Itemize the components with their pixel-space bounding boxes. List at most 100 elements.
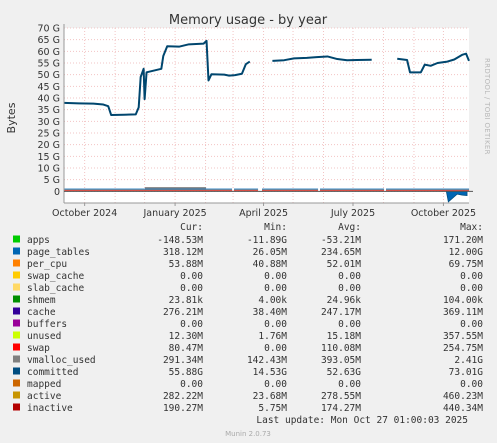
band-vmalloc_used bbox=[374, 189, 376, 191]
band-page_tables bbox=[399, 188, 401, 190]
band-swap bbox=[349, 190, 351, 191]
band-vmalloc_used bbox=[246, 189, 248, 191]
band-swap bbox=[356, 190, 358, 191]
band-swap bbox=[73, 190, 75, 191]
band-page_tables bbox=[225, 188, 227, 190]
band-page_tables bbox=[356, 188, 358, 190]
band-vmalloc_used bbox=[406, 189, 408, 191]
band-page_tables bbox=[193, 188, 195, 190]
band-vmalloc_used bbox=[414, 189, 416, 191]
band-swap bbox=[206, 190, 208, 191]
band-swap bbox=[87, 190, 89, 191]
band-swap bbox=[399, 190, 401, 191]
band-vmalloc_used bbox=[124, 189, 126, 191]
band-swap bbox=[360, 190, 362, 191]
band-page_tables bbox=[124, 188, 126, 190]
band-vmalloc_used bbox=[407, 189, 409, 191]
band-swap bbox=[368, 190, 370, 191]
y-axis-label: Bytes bbox=[5, 102, 18, 133]
legend-avg-slab_cache: 0.00 bbox=[338, 283, 361, 294]
band-swap bbox=[448, 190, 450, 191]
band-page_tables bbox=[155, 188, 157, 190]
band-swap bbox=[440, 190, 442, 191]
band-page_tables bbox=[382, 188, 384, 190]
band-swap bbox=[172, 190, 174, 191]
band-page_tables bbox=[207, 188, 209, 190]
band-swap bbox=[293, 190, 295, 191]
band-vmalloc_used bbox=[67, 189, 69, 191]
band-vmalloc_used bbox=[304, 189, 306, 191]
band-page_tables bbox=[431, 188, 433, 190]
band-swap bbox=[155, 190, 157, 191]
band-page_tables bbox=[130, 188, 132, 190]
band-vmalloc_used bbox=[354, 189, 356, 191]
band-swap bbox=[200, 190, 202, 191]
band-vmalloc_used bbox=[241, 189, 243, 191]
band-page_tables bbox=[88, 188, 90, 190]
band-swap bbox=[280, 190, 282, 191]
legend-cur-shmem: 23.81k bbox=[169, 295, 204, 306]
band-vmalloc_used bbox=[290, 189, 292, 191]
band-vmalloc_used bbox=[107, 189, 109, 191]
band-swap bbox=[240, 190, 242, 191]
band-page_tables bbox=[117, 188, 119, 190]
band-swap bbox=[153, 190, 155, 191]
band-swap bbox=[344, 190, 346, 191]
band-vmalloc_used bbox=[386, 189, 388, 191]
band-swap bbox=[252, 190, 254, 191]
band-swap bbox=[249, 190, 251, 191]
band-swap bbox=[352, 190, 354, 191]
band-swap bbox=[289, 190, 291, 191]
band-swap bbox=[134, 190, 136, 191]
band-page_tables bbox=[300, 188, 302, 190]
band-swap bbox=[450, 190, 452, 191]
band-page_tables bbox=[272, 188, 274, 190]
band-swap bbox=[193, 190, 195, 191]
band-vmalloc_used bbox=[428, 189, 430, 191]
band-vmalloc_used bbox=[346, 189, 348, 191]
band-swap bbox=[303, 190, 305, 191]
band-vmalloc_used bbox=[277, 189, 279, 191]
band-page_tables bbox=[69, 188, 71, 190]
legend-min-committed: 14.53G bbox=[253, 367, 288, 378]
band-vmalloc_used bbox=[309, 189, 311, 191]
band-swap bbox=[294, 190, 296, 191]
band-swap bbox=[68, 190, 70, 191]
legend-cur-unused: 12.30M bbox=[169, 331, 204, 342]
band-swap bbox=[332, 190, 334, 191]
legend-min-unused: 1.76M bbox=[258, 331, 287, 342]
band-swap bbox=[129, 190, 131, 191]
band-page_tables bbox=[278, 188, 280, 190]
band-page_tables bbox=[451, 188, 453, 190]
band-swap bbox=[327, 190, 329, 191]
band-page_tables bbox=[303, 188, 305, 190]
band-vmalloc_used bbox=[133, 189, 135, 191]
band-vmalloc_used bbox=[353, 189, 355, 191]
band-vmalloc_used bbox=[348, 189, 350, 191]
band-swap bbox=[102, 190, 104, 191]
band-vmalloc_used bbox=[206, 189, 208, 191]
band-page_tables bbox=[467, 188, 469, 190]
band-swap bbox=[331, 190, 333, 191]
band-swap bbox=[215, 190, 217, 191]
band-swap bbox=[192, 190, 194, 191]
legend-avg-mapped: 0.00 bbox=[338, 379, 361, 390]
band-swap bbox=[266, 190, 268, 191]
band-vmalloc_used bbox=[341, 189, 343, 191]
band-swap bbox=[190, 190, 192, 191]
band-vmalloc_used bbox=[255, 189, 257, 191]
y-tick-label: 5 G bbox=[44, 175, 60, 186]
y-tick-label: 35 G bbox=[38, 105, 60, 116]
band-swap bbox=[67, 190, 69, 191]
band-page_tables bbox=[281, 188, 283, 190]
legend-max-mapped: 0.00 bbox=[460, 379, 483, 390]
band-vmalloc_used bbox=[445, 189, 447, 191]
legend-cur-vmalloc_used: 291.34M bbox=[163, 355, 203, 366]
band-vmalloc_used bbox=[231, 189, 233, 191]
band-vmalloc_used bbox=[458, 189, 460, 191]
band-vmalloc_used bbox=[468, 189, 470, 191]
band-vmalloc_used bbox=[161, 187, 163, 191]
band-page_tables bbox=[435, 188, 437, 190]
band-vmalloc_used bbox=[173, 187, 175, 191]
band-swap bbox=[444, 190, 446, 191]
